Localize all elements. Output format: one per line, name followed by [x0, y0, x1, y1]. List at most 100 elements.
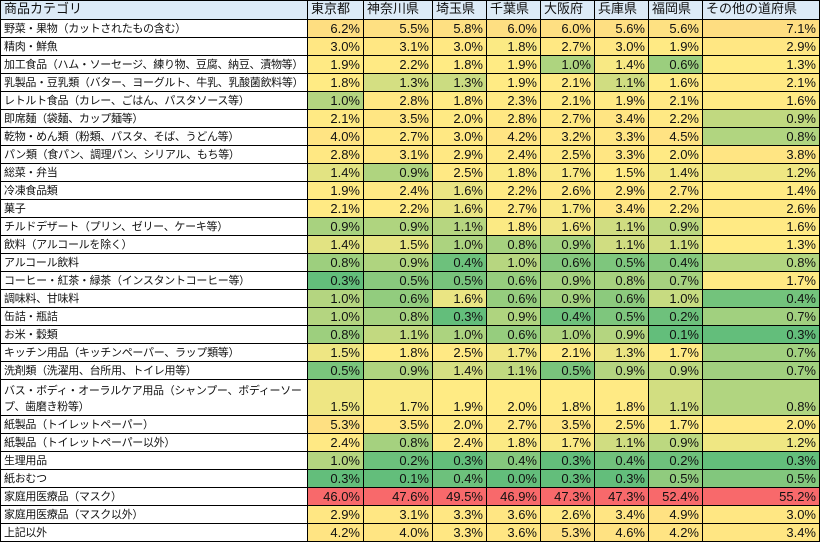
value-cell[interactable]: 1.1%	[594, 433, 649, 452]
value-cell[interactable]: 7.1%	[702, 19, 820, 38]
value-cell[interactable]: 1.0%	[307, 91, 364, 110]
value-cell[interactable]: 5.3%	[307, 415, 364, 434]
value-cell[interactable]: 2.2%	[363, 199, 433, 218]
value-cell[interactable]: 2.1%	[702, 73, 820, 92]
value-cell[interactable]: 2.1%	[648, 91, 703, 110]
value-cell[interactable]: 2.5%	[432, 343, 487, 362]
value-cell[interactable]: 1.2%	[702, 433, 820, 452]
value-cell[interactable]: 1.1%	[594, 235, 649, 254]
value-cell[interactable]: 1.9%	[486, 55, 541, 74]
value-cell[interactable]: 1.0%	[432, 235, 487, 254]
value-cell[interactable]: 1.1%	[648, 379, 703, 416]
value-cell[interactable]: 3.8%	[702, 145, 820, 164]
value-cell[interactable]: 0.9%	[363, 163, 433, 182]
value-cell[interactable]: 1.1%	[486, 361, 541, 380]
value-cell[interactable]: 0.9%	[363, 217, 433, 236]
value-cell[interactable]: 47.6%	[363, 487, 433, 506]
value-cell[interactable]: 3.5%	[540, 415, 595, 434]
value-cell[interactable]: 3.6%	[486, 505, 541, 524]
value-cell[interactable]: 2.0%	[702, 415, 820, 434]
value-cell[interactable]: 2.4%	[432, 433, 487, 452]
value-cell[interactable]: 0.6%	[486, 271, 541, 290]
value-cell[interactable]: 0.4%	[540, 307, 595, 326]
value-cell[interactable]: 0.8%	[594, 271, 649, 290]
value-cell[interactable]: 2.8%	[363, 91, 433, 110]
value-cell[interactable]: 0.8%	[702, 253, 820, 272]
value-cell[interactable]: 2.6%	[702, 199, 820, 218]
value-cell[interactable]: 1.3%	[432, 73, 487, 92]
value-cell[interactable]: 0.9%	[307, 217, 364, 236]
value-cell[interactable]: 1.3%	[702, 235, 820, 254]
value-cell[interactable]: 2.3%	[486, 91, 541, 110]
value-cell[interactable]: 2.7%	[648, 181, 703, 200]
value-cell[interactable]: 1.8%	[486, 433, 541, 452]
value-cell[interactable]: 4.2%	[486, 127, 541, 146]
value-cell[interactable]: 2.7%	[540, 37, 595, 56]
value-cell[interactable]: 0.3%	[307, 271, 364, 290]
value-cell[interactable]: 0.6%	[486, 289, 541, 308]
value-cell[interactable]: 3.0%	[702, 505, 820, 524]
column-header-region[interactable]: 大阪府	[540, 0, 595, 20]
value-cell[interactable]: 2.1%	[540, 91, 595, 110]
value-cell[interactable]: 2.4%	[486, 145, 541, 164]
value-cell[interactable]: 1.0%	[307, 289, 364, 308]
value-cell[interactable]: 5.6%	[594, 19, 649, 38]
value-cell[interactable]: 0.5%	[594, 307, 649, 326]
value-cell[interactable]: 1.9%	[594, 91, 649, 110]
value-cell[interactable]: 1.8%	[540, 379, 595, 416]
value-cell[interactable]: 0.5%	[432, 271, 487, 290]
category-cell[interactable]: 洗剤類（洗濯用、台所用、トイレ用等）	[0, 361, 308, 380]
value-cell[interactable]: 0.5%	[540, 361, 595, 380]
value-cell[interactable]: 0.9%	[363, 361, 433, 380]
value-cell[interactable]: 5.3%	[540, 523, 595, 542]
column-header-region[interactable]: 兵庫県	[594, 0, 649, 20]
value-cell[interactable]: 1.0%	[432, 325, 487, 344]
category-cell[interactable]: 冷凍食品類	[0, 181, 308, 200]
value-cell[interactable]: 4.2%	[307, 523, 364, 542]
value-cell[interactable]: 0.7%	[702, 361, 820, 380]
category-cell[interactable]: 菓子	[0, 199, 308, 218]
value-cell[interactable]: 4.5%	[648, 127, 703, 146]
value-cell[interactable]: 0.5%	[648, 469, 703, 488]
value-cell[interactable]: 2.9%	[432, 145, 487, 164]
value-cell[interactable]: 0.3%	[540, 451, 595, 470]
value-cell[interactable]: 2.2%	[486, 181, 541, 200]
value-cell[interactable]: 2.5%	[432, 163, 487, 182]
value-cell[interactable]: 1.9%	[307, 55, 364, 74]
category-cell[interactable]: チルドデザート（プリン、ゼリー、ケーキ等）	[0, 217, 308, 236]
value-cell[interactable]: 0.3%	[702, 325, 820, 344]
value-cell[interactable]: 1.9%	[307, 181, 364, 200]
value-cell[interactable]: 1.4%	[594, 55, 649, 74]
value-cell[interactable]: 2.0%	[432, 415, 487, 434]
value-cell[interactable]: 4.0%	[307, 127, 364, 146]
value-cell[interactable]: 46.9%	[486, 487, 541, 506]
value-cell[interactable]: 0.1%	[363, 469, 433, 488]
value-cell[interactable]: 2.7%	[486, 415, 541, 434]
value-cell[interactable]: 2.1%	[307, 199, 364, 218]
value-cell[interactable]: 0.9%	[648, 217, 703, 236]
value-cell[interactable]: 2.1%	[307, 109, 364, 128]
value-cell[interactable]: 1.1%	[594, 73, 649, 92]
value-cell[interactable]: 0.8%	[363, 433, 433, 452]
value-cell[interactable]: 0.3%	[432, 451, 487, 470]
value-cell[interactable]: 1.7%	[702, 271, 820, 290]
value-cell[interactable]: 0.4%	[594, 451, 649, 470]
value-cell[interactable]: 3.5%	[363, 415, 433, 434]
value-cell[interactable]: 1.7%	[363, 379, 433, 416]
value-cell[interactable]: 1.4%	[702, 181, 820, 200]
value-cell[interactable]: 0.4%	[702, 289, 820, 308]
value-cell[interactable]: 52.4%	[648, 487, 703, 506]
value-cell[interactable]: 4.2%	[648, 523, 703, 542]
category-cell[interactable]: 総菜・弁当	[0, 163, 308, 182]
value-cell[interactable]: 1.8%	[432, 91, 487, 110]
value-cell[interactable]: 0.9%	[486, 307, 541, 326]
value-cell[interactable]: 1.6%	[702, 217, 820, 236]
value-cell[interactable]: 0.5%	[307, 361, 364, 380]
value-cell[interactable]: 0.7%	[702, 307, 820, 326]
value-cell[interactable]: 0.6%	[648, 55, 703, 74]
value-cell[interactable]: 47.3%	[594, 487, 649, 506]
value-cell[interactable]: 1.9%	[648, 37, 703, 56]
value-cell[interactable]: 3.4%	[594, 505, 649, 524]
category-cell[interactable]: 家庭用医療品（マスク）	[0, 487, 308, 506]
value-cell[interactable]: 2.1%	[540, 73, 595, 92]
